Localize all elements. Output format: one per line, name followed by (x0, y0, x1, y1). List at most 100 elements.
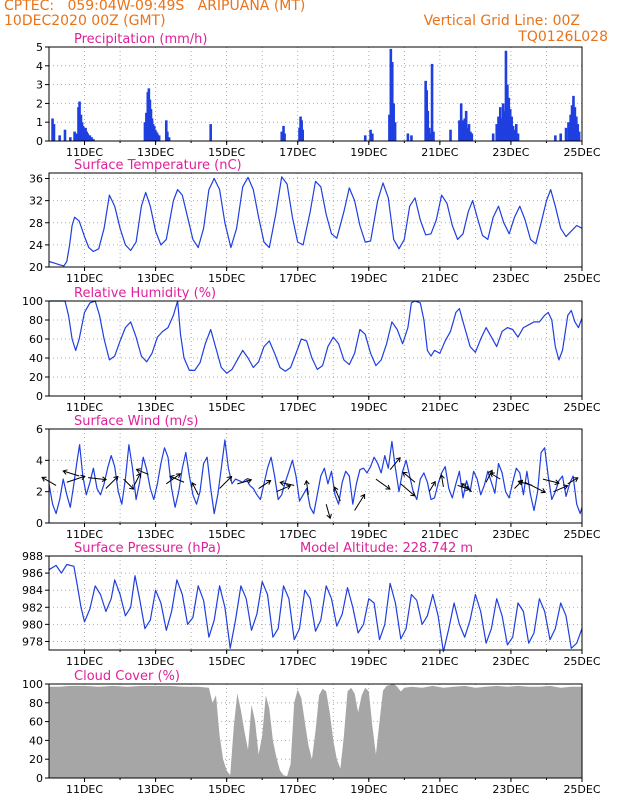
precipitation-bar (495, 124, 499, 141)
wind-vector-head (402, 471, 408, 477)
humidity-xtick-label: 25DEC (563, 401, 600, 414)
precipitation-bar (458, 120, 461, 141)
precipitation-bar (90, 137, 93, 141)
humidity-xtick-label: 21DEC (421, 401, 458, 414)
precipitation-xtick-label: 25DEC (563, 146, 600, 159)
wind-vector-head (227, 475, 233, 482)
precipitation-bar (145, 112, 148, 141)
pressure-series-line (48, 563, 583, 653)
precipitation-bar (283, 133, 286, 141)
cloud-cover-ytick-label: 20 (29, 753, 43, 766)
precipitation-title: Precipitation (mm/h) (74, 32, 207, 47)
precipitation-bar (467, 124, 471, 141)
wind-vector-head (279, 480, 285, 486)
wind-vector-head (360, 493, 366, 499)
humidity-ytick-label: 40 (29, 352, 43, 365)
precipitation-bar (69, 137, 72, 141)
precipitation-bar (157, 135, 161, 141)
wind-vector-head (333, 486, 339, 492)
cloud-cover-xtick-label: 17DEC (279, 783, 316, 796)
cloud-cover-panel: 0 20 40 60 80 100 11DEC 13DEC 15DEC 17DEC 19DEC 21D… (22, 669, 601, 796)
wind-panel: 0 2 4 6 11DEC 13DEC 15DEC 17DEC 19DEC 21DEC 23DEC 2… (36, 414, 601, 541)
pressure-xtick-label: 19DEC (350, 655, 387, 668)
header-model-id: TQ0126L028 (518, 29, 608, 45)
wind-vector (461, 483, 473, 493)
temperature-panel: 20 24 28 32 36 11DEC 13DEC 15DEC 17DEC 19DEC 21DEC… (29, 158, 601, 285)
wind-vector-head (540, 488, 546, 494)
precipitation-bar (573, 107, 577, 141)
cloud-cover-ytick-label: 60 (29, 716, 43, 729)
precipitation-bar (469, 131, 472, 141)
wind-vector-head (517, 479, 523, 486)
pressure-annotation: Model Altitude: 228.742 m (300, 541, 473, 556)
precipitation-bar (363, 135, 367, 141)
wind-vector-head (563, 484, 569, 490)
temperature-ytick-label: 20 (29, 261, 43, 274)
humidity-ytick-label: 100 (22, 295, 43, 308)
precipitation-bar (506, 84, 509, 141)
precipitation-bar (73, 131, 76, 141)
precipitation-bar (63, 129, 67, 141)
precipitation-bar (576, 124, 580, 141)
precipitation-bar (209, 124, 212, 141)
pressure-ytick-label: 978 (22, 635, 43, 648)
pressure-title: Surface Pressure (hPa) (74, 541, 221, 556)
wind-vector (88, 477, 107, 481)
precipitation-bar (92, 139, 95, 141)
wind-vector-head (136, 472, 142, 478)
header-run-date: 10DEC2020 00Z (GMT) (4, 13, 166, 29)
wind-vector (490, 472, 501, 480)
wind-xtick-label: 13DEC (137, 528, 174, 541)
precipitation-ytick-label: 0 (36, 135, 43, 148)
precipitation-bar (88, 135, 92, 141)
wind-vector (440, 474, 444, 488)
humidity-xtick-label: 23DEC (492, 401, 529, 414)
wind-xtick-label: 21DEC (421, 528, 458, 541)
precipitation-bar (410, 135, 413, 141)
pressure-xtick-label: 25DEC (563, 655, 600, 668)
precipitation-bar (389, 48, 393, 141)
wind-vector (191, 482, 199, 496)
cloud-cover-title: Cloud Cover (%) (74, 669, 180, 684)
precipitation-bar (78, 101, 81, 141)
precipitation-bar (166, 131, 169, 141)
temperature-series-line (48, 176, 583, 267)
header-grid-note: Vertical Grid Line: 00Z (423, 13, 580, 29)
wind-vector (389, 457, 401, 471)
cloud-cover-ytick-label: 0 (36, 772, 43, 785)
precipitation-bar (449, 129, 452, 141)
wind-ytick-label: 4 (36, 454, 43, 467)
precipitation-bar (393, 122, 397, 141)
precipitation-ytick-label: 3 (36, 79, 43, 92)
precipitation-bar (501, 103, 505, 141)
wind-vector (485, 470, 493, 483)
wind-vector (280, 481, 295, 486)
wind-frame (48, 428, 583, 524)
cloud-cover-ytick-label: 100 (22, 678, 43, 691)
precipitation-bar (507, 97, 511, 141)
precipitation-bar (167, 137, 171, 141)
wind-xtick-label: 11DEC (66, 528, 103, 541)
precipitation-bar (81, 125, 85, 141)
precipitation-xtick-label: 13DEC (137, 146, 174, 159)
precipitation-bar (156, 133, 159, 141)
wind-vector-head (573, 477, 579, 483)
precipitation-bar (572, 95, 575, 141)
wind-ytick-label: 0 (36, 517, 43, 530)
wind-vector (518, 480, 533, 486)
humidity-ytick-label: 60 (29, 333, 43, 346)
wind-vector-head (395, 456, 401, 463)
humidity-panel: 0 20 40 60 80 100 11DEC 13DEC 15DEC 17DEC 19DEC 21D… (22, 286, 601, 414)
precipitation-bar (564, 127, 568, 141)
pressure-xtick-label: 17DEC (279, 655, 316, 668)
cloud-cover-ytick-label: 40 (29, 734, 43, 747)
wind-vector (553, 485, 568, 493)
cloud-cover-area (49, 684, 582, 778)
temperature-xtick-label: 19DEC (350, 272, 387, 285)
temperature-xtick-label: 17DEC (279, 272, 316, 285)
precipitation-bar (491, 133, 495, 141)
humidity-ytick-label: 20 (29, 371, 43, 384)
precipitation-bar (470, 133, 474, 141)
temperature-title: Surface Temperature (nC) (74, 158, 242, 173)
wind-vector (63, 470, 80, 477)
